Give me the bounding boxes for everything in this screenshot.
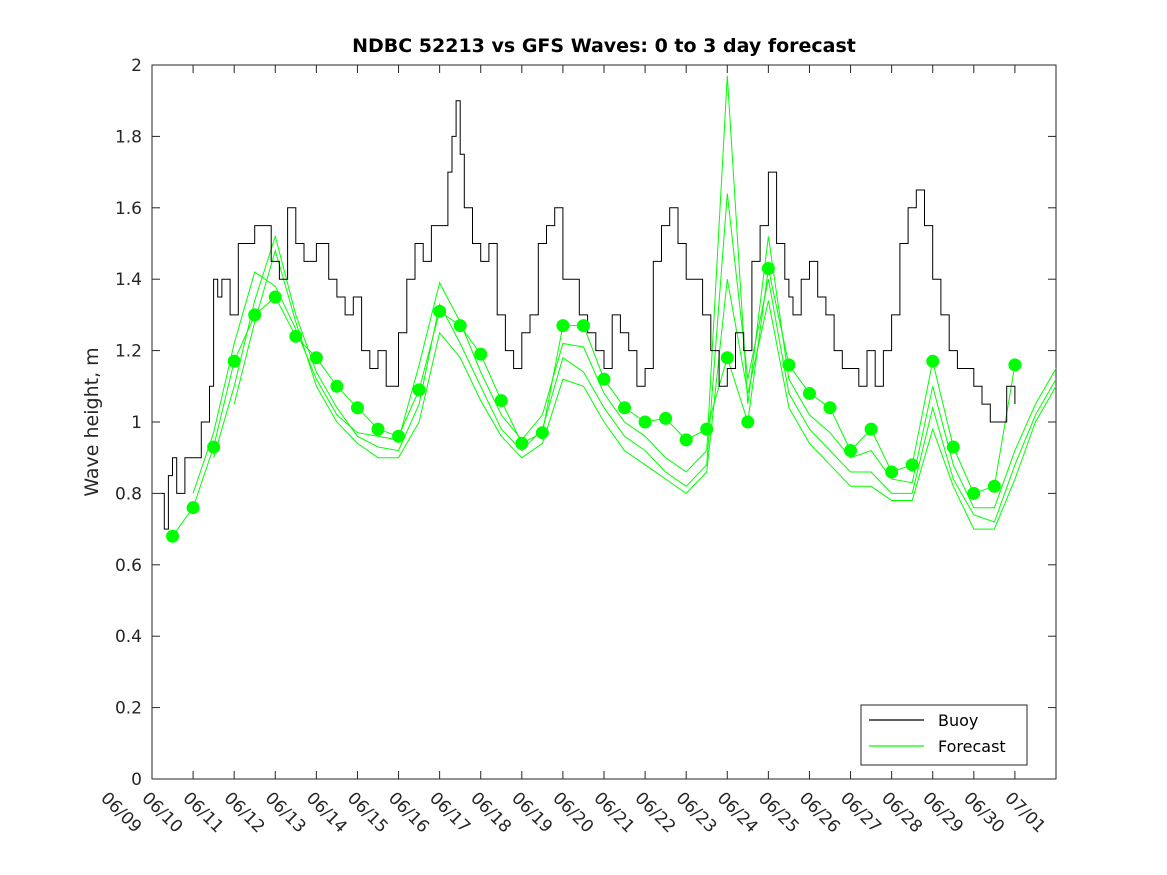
forecast-point [474, 347, 488, 361]
y-tick-label: 1.6 [115, 199, 142, 219]
forecast-point [679, 433, 693, 447]
forecast-point [371, 422, 385, 436]
forecast-point [761, 261, 775, 275]
chart-title: NDBC 52213 vs GFS Waves: 0 to 3 day fore… [352, 35, 856, 57]
forecast-point [597, 372, 611, 386]
y-tick-label: 0.4 [115, 627, 142, 647]
forecast-point [433, 304, 447, 318]
y-tick-label: 0.8 [115, 484, 142, 504]
forecast-point [905, 458, 919, 472]
y-tick-label: 2 [131, 56, 142, 76]
forecast-point [926, 354, 940, 368]
forecast-point [576, 319, 590, 333]
y-axis: 0 0.2 0.4 0.6 0.8 1 1.2 1.4 1.6 1.8 2 [115, 56, 1056, 790]
y-tick-label: 0.6 [115, 556, 142, 576]
forecast-point [535, 426, 549, 440]
forecast-point [782, 358, 796, 372]
forecast-point [412, 383, 426, 397]
y-tick-label: 0 [131, 770, 142, 790]
forecast-point [289, 329, 303, 343]
forecast-lines [172, 75, 1057, 537]
forecast-points [166, 261, 1022, 543]
forecast-point [227, 354, 241, 368]
forecast-point [844, 444, 858, 458]
legend-label-buoy: Buoy [938, 711, 978, 730]
forecast-point [741, 415, 755, 429]
forecast-point [330, 379, 344, 393]
forecast-point [987, 479, 1001, 493]
y-tick-label: 1.2 [115, 342, 142, 362]
forecast-point [700, 422, 714, 436]
forecast-point [556, 319, 570, 333]
y-axis-label: Wave height, m [81, 347, 103, 496]
legend: Buoy Forecast [860, 704, 1028, 766]
forecast-line [213, 193, 1057, 523]
forecast-point [802, 386, 816, 400]
forecast-point [885, 465, 899, 479]
legend-label-forecast: Forecast [938, 737, 1006, 756]
forecast-point [659, 411, 673, 425]
y-tick-label: 1.4 [115, 270, 142, 290]
forecast-point [946, 440, 960, 454]
forecast-point [392, 429, 406, 443]
forecast-point [967, 486, 981, 500]
forecast-point [823, 401, 837, 415]
forecast-point [248, 308, 262, 322]
forecast-point [720, 351, 734, 365]
forecast-point [207, 440, 221, 454]
y-tick-label: 1 [131, 413, 142, 433]
forecast-point [350, 401, 364, 415]
forecast-line [192, 75, 1057, 509]
buoy-line [160, 100, 1016, 530]
forecast-point [864, 422, 878, 436]
forecast-point [494, 394, 508, 408]
forecast-point [309, 351, 323, 365]
forecast-point [618, 401, 632, 415]
forecast-point [268, 290, 282, 304]
forecast-point [515, 436, 529, 450]
legend-box [860, 704, 1028, 766]
forecast-point [186, 501, 200, 515]
forecast-point [453, 319, 467, 333]
forecast-point [638, 415, 652, 429]
y-tick-label: 1.8 [115, 127, 142, 147]
forecast-point [166, 529, 180, 543]
buoy-series [160, 100, 1016, 530]
forecast-line [233, 248, 1057, 530]
forecast-point [1008, 358, 1022, 372]
y-tick-label: 0.2 [115, 699, 142, 719]
